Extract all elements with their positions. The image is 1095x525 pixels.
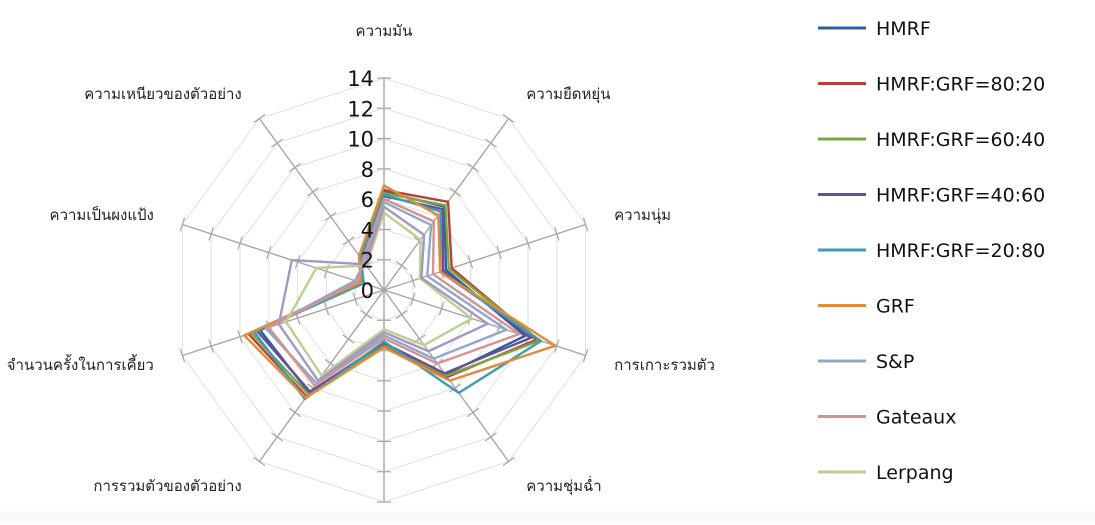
series-line-lerpang	[284, 211, 474, 377]
category-label: ความเหนียวของตัวอย่าง	[84, 85, 242, 103]
spoke-tick	[294, 255, 301, 269]
spoke-tick	[323, 301, 330, 316]
spoke-tick	[266, 245, 272, 260]
spoke-tick	[467, 255, 474, 269]
bottom-fade	[0, 507, 1095, 521]
spoke-tick	[288, 162, 302, 173]
legend-label: HMRF:GRF=60:40	[876, 129, 1045, 151]
spoke-tick	[582, 217, 589, 232]
tick-label: 14	[347, 67, 374, 91]
spoke-tick	[466, 162, 480, 173]
spoke-tick	[525, 236, 531, 251]
spoke-tick	[179, 217, 186, 232]
spoke-tick	[395, 260, 408, 271]
spoke-tick	[271, 138, 284, 148]
legend-label: HMRF:GRF=40:60	[876, 185, 1045, 207]
spoke-axis	[383, 223, 586, 291]
spoke-tick	[449, 187, 462, 197]
spoke-tick	[466, 407, 480, 418]
legend-label: HMRF:GRF=20:80	[876, 240, 1045, 262]
spoke-tick	[208, 339, 214, 353]
spoke-tick	[496, 245, 502, 260]
spoke-tick	[237, 329, 243, 344]
tick-label: 0	[361, 279, 374, 303]
category-label: ความเป็นผงแป้ง	[50, 205, 154, 224]
tick-label: 12	[347, 97, 374, 121]
spoke-tick	[496, 320, 502, 335]
spoke-tick	[179, 348, 186, 363]
spoke-tick	[342, 334, 355, 344]
series-line-gateaux	[267, 197, 521, 387]
legend-label: HMRF	[876, 18, 931, 40]
series-line-s-p	[264, 200, 508, 385]
radial-axis-ticks: 0 2 4 6 8 10 12 14	[347, 67, 374, 303]
spoke-tick	[253, 113, 266, 124]
spoke-tick	[554, 339, 560, 353]
series-line-foodland	[277, 205, 489, 382]
radar-series-group	[243, 184, 557, 401]
tick-label: 4	[361, 218, 374, 242]
category-label: ความชุ่มฉ่ำ	[526, 475, 601, 496]
spoke-tick	[342, 236, 355, 246]
category-label: ความนุ่ม	[614, 206, 671, 225]
spoke-tick	[208, 227, 214, 241]
spoke-tick	[582, 348, 589, 363]
legend-label: Gateaux	[876, 407, 956, 429]
category-label: การรวมตัวของตัวอย่าง	[93, 477, 241, 495]
spoke-tick	[360, 309, 373, 320]
spoke-tick	[449, 383, 462, 393]
radar-grid	[179, 77, 589, 503]
category-label: ความยืดหยุ่น	[526, 85, 610, 104]
spoke-tick	[271, 432, 284, 442]
tick-label: 6	[361, 188, 374, 212]
legend-label: GRF	[876, 296, 915, 318]
spoke-tick	[352, 292, 358, 307]
spoke-axis	[182, 289, 385, 357]
spoke-tick	[288, 407, 302, 418]
category-label: การเกาะรวมตัว	[614, 356, 715, 374]
spoke-tick	[410, 292, 416, 307]
spoke-tick	[554, 227, 560, 241]
spoke-axis	[383, 118, 510, 291]
category-labels: ความมันความยืดหยุ่นความนุ่มการเกาะรวมตัว…	[7, 22, 715, 525]
legend-label: Lerpang	[876, 462, 954, 484]
tick-label: 8	[361, 158, 374, 182]
legend-label: S&P	[876, 351, 914, 373]
spoke-tick	[306, 187, 319, 197]
spoke-axis	[182, 223, 385, 291]
spoke-tick	[410, 273, 416, 288]
legend: HMRF HMRF:GRF=80:20 HMRF:GRF=60:40 HMRF:GRF…	[818, 18, 1045, 525]
category-label: ความมัน	[356, 22, 413, 40]
legend-label: HMRF:GRF=80:20	[876, 74, 1045, 96]
spoke-tick	[438, 301, 445, 316]
spoke-tick	[502, 113, 515, 124]
spoke-tick	[484, 432, 497, 442]
spoke-tick	[237, 236, 243, 251]
spoke-tick	[502, 456, 515, 467]
spoke-tick	[324, 211, 337, 222]
tick-label: 10	[347, 128, 374, 152]
category-label: จำนวนครั้งในการเคี้ยว	[7, 354, 154, 374]
tick-label: 2	[361, 249, 374, 273]
spoke-tick	[484, 138, 497, 148]
spoke-tick	[253, 456, 266, 467]
spoke-tick	[395, 309, 408, 320]
